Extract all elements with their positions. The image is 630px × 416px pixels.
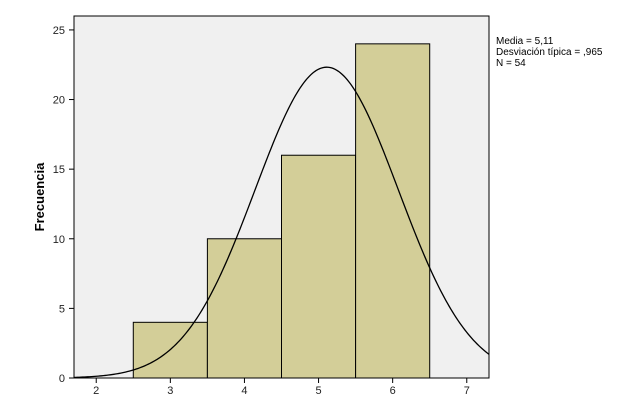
y-tick-label: 0 <box>59 373 65 385</box>
x-tick-label: 2 <box>93 385 99 397</box>
x-tick-label: 6 <box>390 385 396 397</box>
normal-curve-line <box>73 66 490 379</box>
stats-line: N = 54 <box>496 58 526 69</box>
y-axis-label: Frecuencia <box>32 162 47 231</box>
y-tick-label: 10 <box>53 234 65 246</box>
histogram-bar-4 <box>355 43 431 379</box>
y-tick-label: 20 <box>53 95 65 107</box>
stats-line: Desviación típica = ,965 <box>496 47 603 58</box>
stats-line: Media = 5,11 <box>496 36 554 47</box>
y-tick-label: 5 <box>59 303 65 315</box>
x-tick-label: 3 <box>167 385 173 397</box>
histogram-bar-3 <box>281 154 357 379</box>
x-tick-label: 5 <box>315 385 321 397</box>
y-tick-label: 25 <box>53 25 65 37</box>
histogram-bar-2 <box>206 238 282 379</box>
x-tick-label: 7 <box>464 385 470 397</box>
x-tick-label: 4 <box>241 385 247 397</box>
y-tick-label: 15 <box>53 164 65 176</box>
